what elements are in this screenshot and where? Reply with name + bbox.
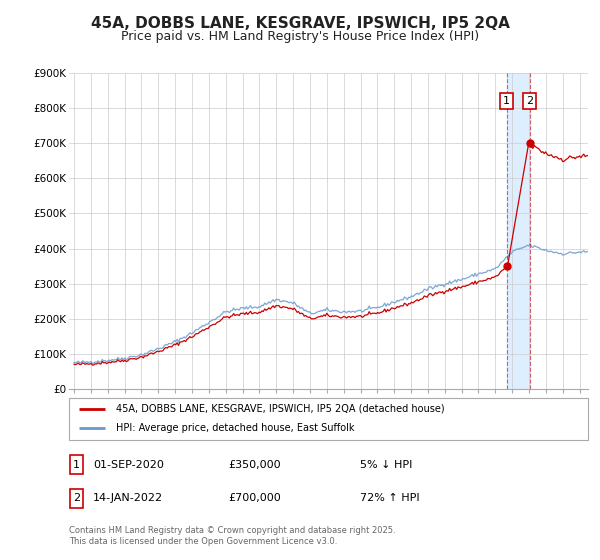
Text: 1: 1 (73, 460, 80, 470)
Text: 2: 2 (73, 493, 80, 503)
Text: 45A, DOBBS LANE, KESGRAVE, IPSWICH, IP5 2QA (detached house): 45A, DOBBS LANE, KESGRAVE, IPSWICH, IP5 … (116, 404, 445, 414)
Text: 01-SEP-2020: 01-SEP-2020 (93, 460, 164, 470)
Text: 5% ↓ HPI: 5% ↓ HPI (360, 460, 412, 470)
Text: 1: 1 (503, 96, 510, 106)
Text: 45A, DOBBS LANE, KESGRAVE, IPSWICH, IP5 2QA: 45A, DOBBS LANE, KESGRAVE, IPSWICH, IP5 … (91, 16, 509, 31)
Text: 2: 2 (526, 96, 533, 106)
Text: HPI: Average price, detached house, East Suffolk: HPI: Average price, detached house, East… (116, 423, 354, 433)
Text: £350,000: £350,000 (228, 460, 281, 470)
Text: 14-JAN-2022: 14-JAN-2022 (93, 493, 163, 503)
Text: Contains HM Land Registry data © Crown copyright and database right 2025.
This d: Contains HM Land Registry data © Crown c… (69, 526, 395, 546)
Text: Price paid vs. HM Land Registry's House Price Index (HPI): Price paid vs. HM Land Registry's House … (121, 30, 479, 43)
Text: £700,000: £700,000 (228, 493, 281, 503)
Text: 72% ↑ HPI: 72% ↑ HPI (360, 493, 419, 503)
Bar (506, 73, 530, 389)
